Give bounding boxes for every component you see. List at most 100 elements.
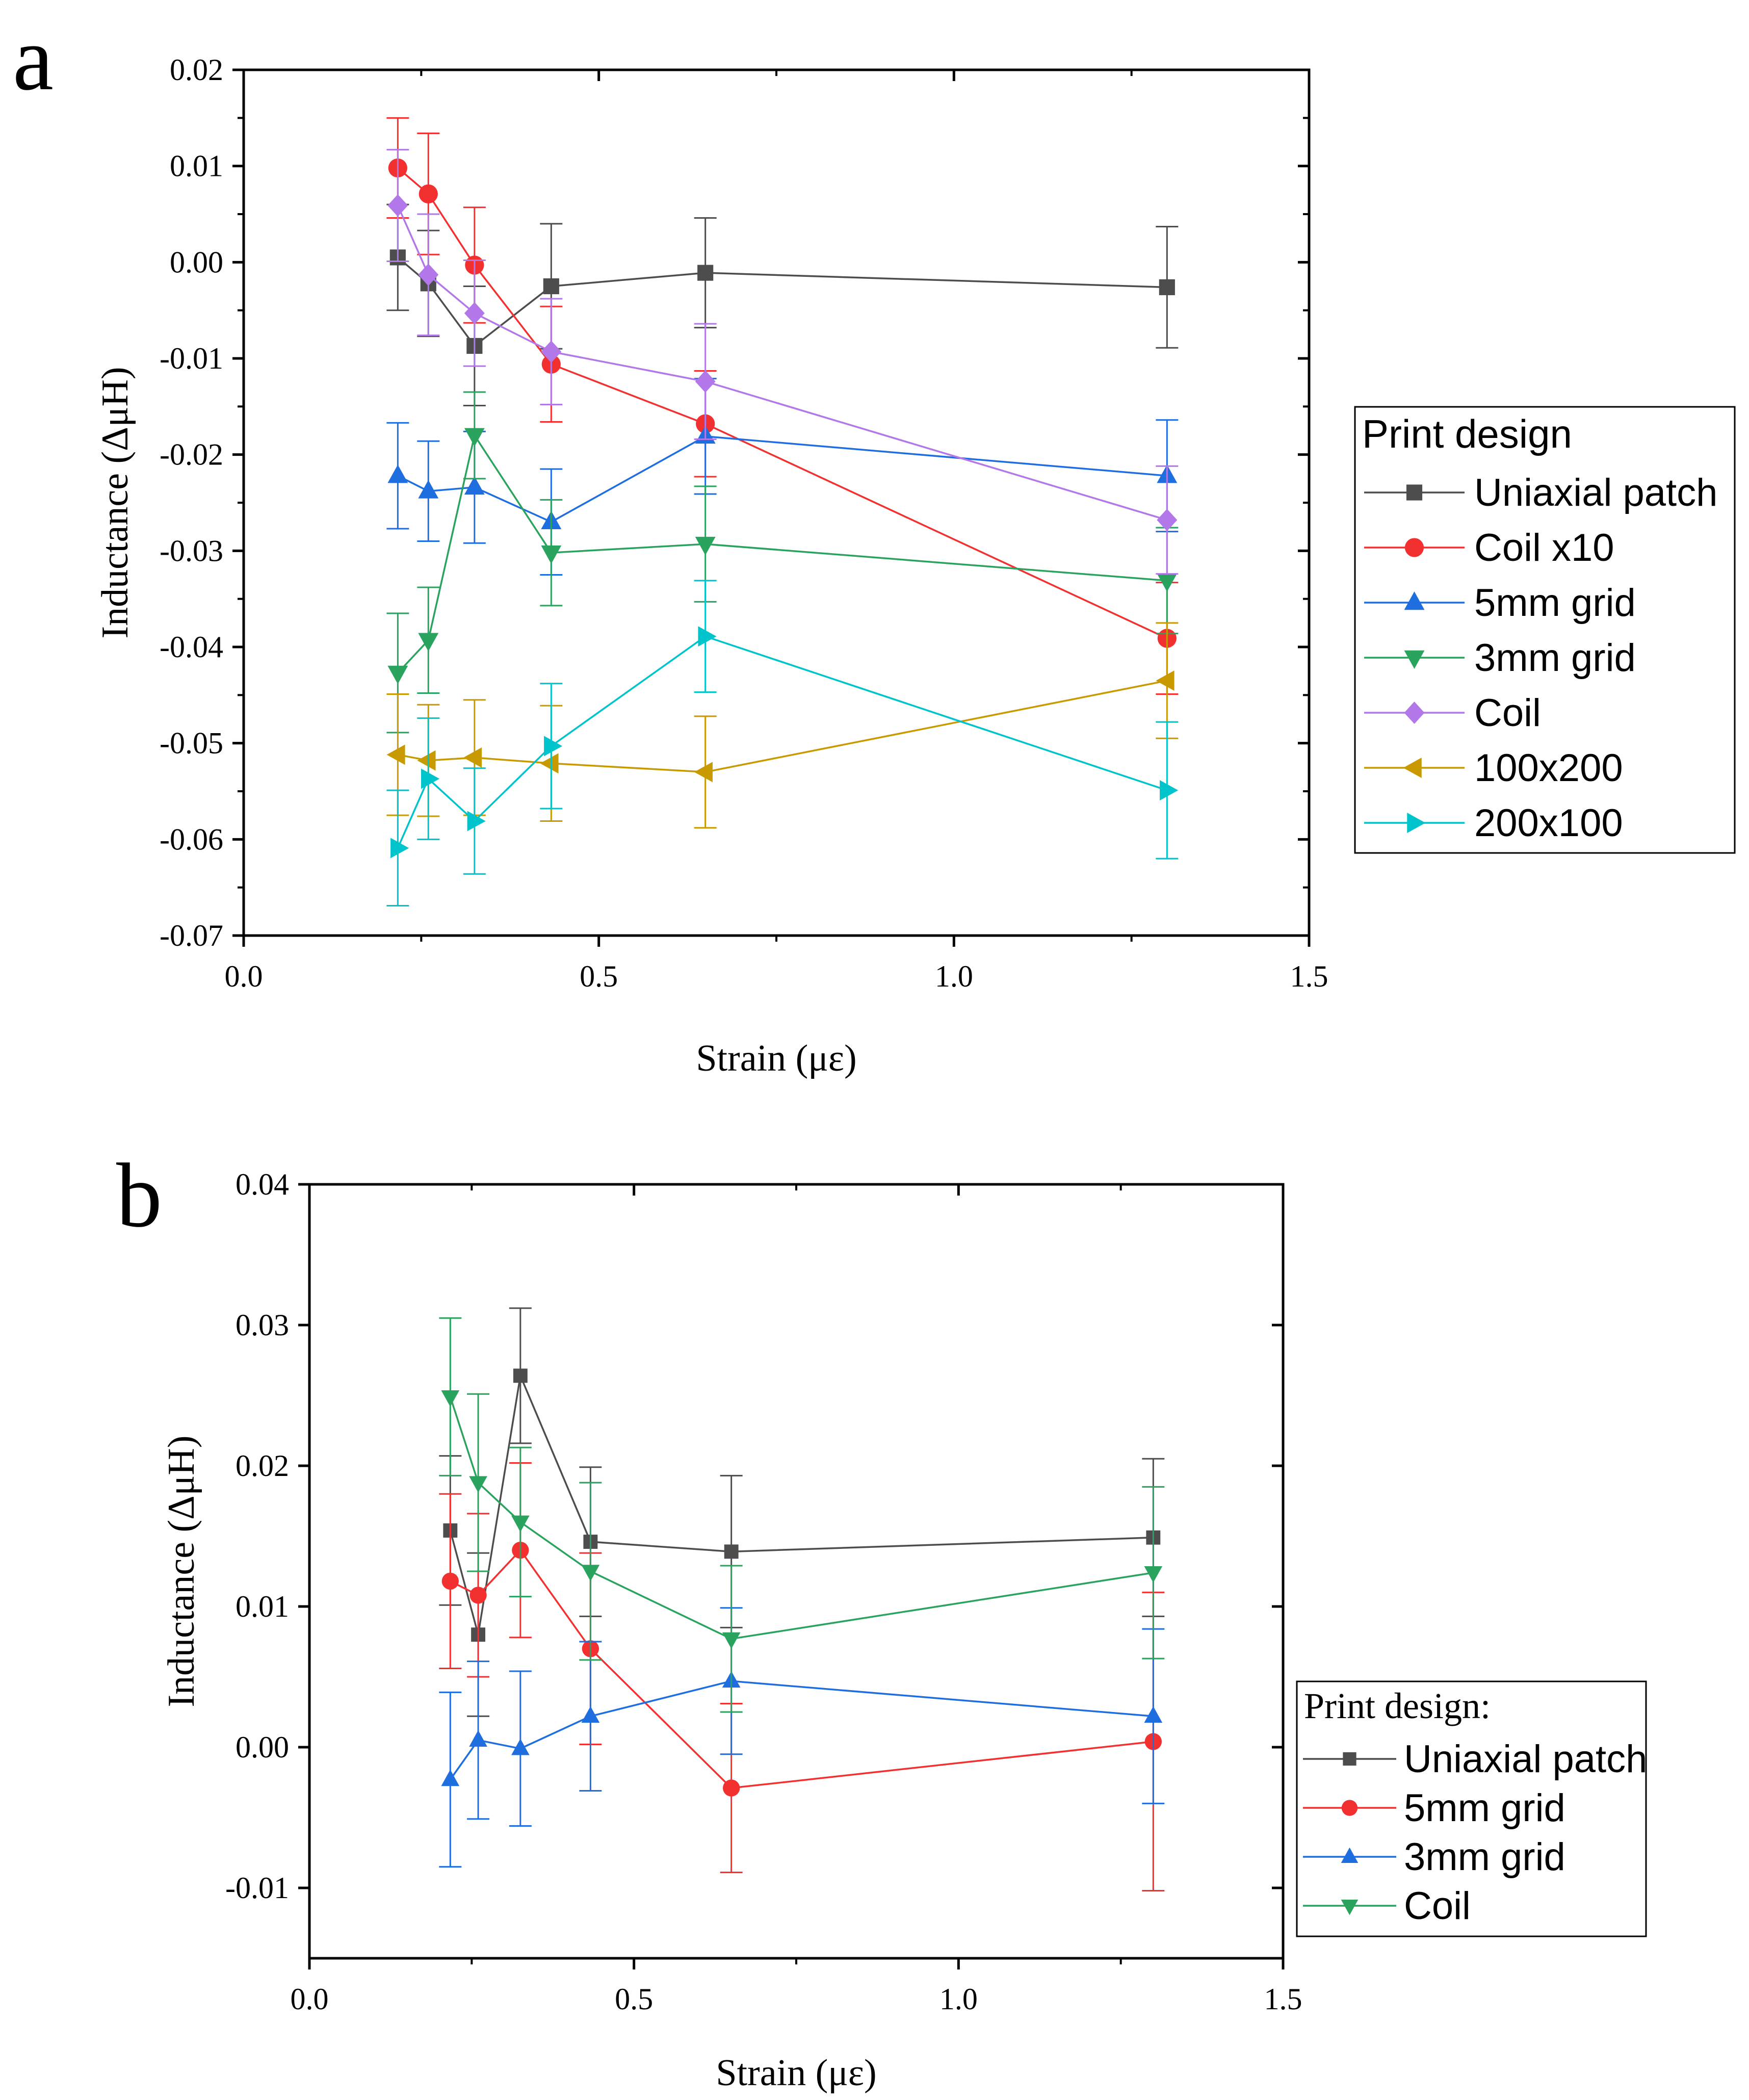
panel-a-data-point <box>464 428 485 447</box>
panel-a-data-point <box>541 545 562 564</box>
panel-a-legend-label: Coil x10 <box>1474 526 1614 569</box>
panel-a-legend-title: Print design <box>1362 411 1572 456</box>
panel-a-data-point <box>544 736 563 757</box>
panel-a-y-tick-label: -0.04 <box>160 630 223 664</box>
panel-b-data-point <box>723 1779 740 1797</box>
panel-a-legend-marker <box>1404 591 1425 610</box>
panel-a-series-line <box>397 205 1167 521</box>
panel-b-legend-marker <box>1341 1900 1359 1915</box>
panel-a-legend-marker <box>1406 484 1423 501</box>
panel-a-data-point <box>463 747 482 768</box>
panel-a-data-point <box>540 753 559 774</box>
panel-b-legend-marker <box>1341 1800 1358 1816</box>
panel-a-series-line <box>397 635 1167 849</box>
panel-b-data-point <box>722 1632 741 1649</box>
panel-a-y-axis-title: Inductance (ΔμH) <box>94 367 136 638</box>
panel-b-x-axis-title: Strain (με) <box>716 2052 876 2094</box>
panel-b-data-point <box>441 1572 459 1590</box>
panel-a-data-point <box>418 264 439 286</box>
panel-a-data-point <box>697 265 714 281</box>
panel-b-legend-title: Print design: <box>1304 1686 1491 1726</box>
panel-a-plot-frame <box>242 68 1311 937</box>
panel-a-series-5mm-grid <box>386 378 1179 576</box>
panel-a-data-point <box>464 302 485 325</box>
panel-b-legend-label: 5mm grid <box>1404 1786 1565 1830</box>
panel-a-data-point <box>421 768 440 789</box>
panel-b-data-point <box>724 1544 739 1559</box>
panel-b-series-line <box>450 1548 1154 1789</box>
panel-b-data-point <box>511 1739 530 1755</box>
panel-a-data-point <box>467 811 486 832</box>
panel-b-plot-frame <box>308 1183 1285 1960</box>
panel-a-series-coil <box>386 149 1179 575</box>
panel-a-y-tick-label: 0.02 <box>170 53 223 87</box>
panel-b-series-3mm-grid <box>439 1607 1165 1868</box>
panel-b-series-line <box>449 1372 1154 1635</box>
panel-b-series-coil <box>439 1317 1165 1713</box>
panel-b-data-point <box>441 1769 460 1786</box>
panel-b-data-point <box>1144 1706 1163 1723</box>
panel-a-data-point <box>695 370 716 393</box>
panel-b-series-line <box>449 1680 1154 1780</box>
panel-a-series-line <box>397 167 1168 639</box>
panel-b-legend-label: 3mm grid <box>1404 1835 1565 1879</box>
panel-a-legend-label: Coil <box>1474 691 1541 735</box>
panel-b-legend-marker <box>1341 1847 1359 1863</box>
panel-b-series-line <box>449 1396 1154 1640</box>
panel-a-data-point <box>1156 670 1174 691</box>
panel-a-y-tick-label: 0.00 <box>170 245 223 279</box>
panel-a-y-tick-label: 0.01 <box>170 149 223 183</box>
panel-a-data-point <box>387 665 408 684</box>
panel-b-x-tick-label: 0.0 <box>291 1982 329 2016</box>
panel-a-series-line <box>397 433 1167 674</box>
panel-b-data-point <box>513 1368 528 1383</box>
panel-a-legend: Print design Uniaxial patch Coil x10 5mm gr… <box>1354 406 1736 854</box>
panel-a-data-point <box>419 184 438 203</box>
panel-a-legend-marker <box>1404 538 1424 557</box>
panel-a-legend-label: 100x200 <box>1474 746 1623 790</box>
panel-a-data-point <box>387 194 408 217</box>
panel-a-data-point <box>694 762 713 783</box>
panel-b-y-tick-label: 0.00 <box>236 1730 289 1764</box>
panel-a-data-point <box>1159 279 1175 295</box>
panel-a-x-tick-label: 0.5 <box>580 960 618 993</box>
panel-a-data-point <box>1157 573 1178 592</box>
panel-a-series-200x100 <box>386 580 1179 907</box>
panel-b-y-tick-label: 0.03 <box>236 1308 289 1342</box>
panel-b-x-tick-label: 1.5 <box>1264 1982 1302 2016</box>
panel-b-y-axis-title: Inductance (ΔμH) <box>161 1435 202 1707</box>
panel-a-x-axis-title: Strain (με) <box>696 1038 856 1079</box>
panel-b-letter: b <box>116 1145 162 1246</box>
panel-a-legend-marker <box>1403 758 1422 778</box>
panel-a-data-point <box>543 278 559 295</box>
panel-a-legend-label: 5mm grid <box>1474 581 1636 625</box>
panel-a-legend-label: 3mm grid <box>1474 636 1636 680</box>
panel-b-data-point <box>469 1476 487 1493</box>
panel-a-y-tick-label: -0.06 <box>160 822 223 856</box>
panel-b-y-tick-label: 0.02 <box>236 1449 289 1483</box>
panel-b-series-5mm-grid <box>439 1462 1165 1892</box>
panel-a-letter: a <box>13 8 54 109</box>
panel-b-x-tick-label: 1.0 <box>939 1982 978 2016</box>
panel-b-y-tick-label: -0.01 <box>225 1871 289 1905</box>
panel-a-x-tick-label: 0.0 <box>225 960 263 993</box>
panel-a-data-point <box>464 476 485 495</box>
panel-a-legend-marker <box>1407 813 1426 833</box>
panel-a-x-tick-label: 1.0 <box>935 960 973 993</box>
panel-a-series-line <box>397 435 1167 523</box>
panel-b-legend: Print design: Uniaxial patch 5mm grid 3mm g… <box>1296 1680 1647 1937</box>
panel-a-data-point <box>695 536 716 555</box>
panel-a-series-line <box>398 680 1167 773</box>
panel-a-data-point <box>417 750 436 771</box>
panel-a-legend-marker <box>1404 702 1425 724</box>
panel-a-data-point <box>1157 509 1178 531</box>
panel-b-data-point <box>469 1730 487 1747</box>
panel-a-y-tick-label: -0.07 <box>160 919 223 952</box>
panel-a-y-tick-label: -0.03 <box>160 534 223 567</box>
panel-b-data-point <box>1144 1566 1163 1583</box>
panel-a-data-point <box>418 480 439 499</box>
panel-a-data-point <box>698 626 717 647</box>
panel-a-legend-box <box>1354 406 1736 854</box>
panel-a-x-tick-label: 1.5 <box>1290 960 1328 993</box>
